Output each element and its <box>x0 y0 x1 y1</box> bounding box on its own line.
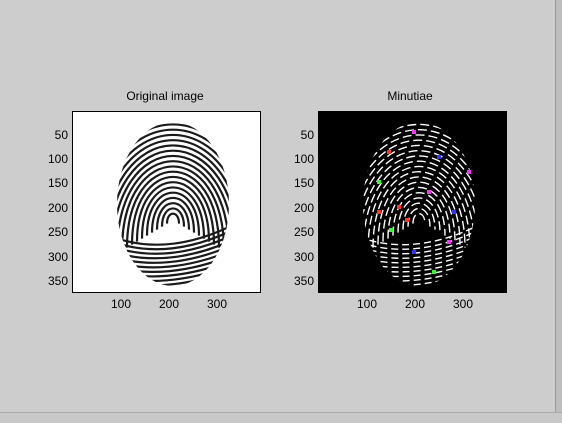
ytick-label: 50 <box>300 128 314 142</box>
ytick-label: 100 <box>293 152 314 166</box>
ytick-label: 150 <box>47 176 68 190</box>
ridge-line <box>117 224 229 246</box>
ytick-label: 300 <box>293 250 314 264</box>
ridge-line <box>155 202 191 230</box>
original-image-axes: Original image 50 100 150 200 250 300 35… <box>0 0 280 330</box>
xtick-label: 300 <box>452 297 474 311</box>
ridge-line <box>363 279 475 286</box>
minutiae-axes: Minutiae 50 100 150 200 250 300 350 100 … <box>280 0 556 330</box>
minutia-marker <box>432 270 436 274</box>
minutia-marker <box>412 130 416 134</box>
ridge-line <box>363 144 475 263</box>
xtick-label: 200 <box>404 297 426 311</box>
ridge-line <box>407 207 431 227</box>
ridge-line <box>363 259 475 278</box>
ridge-line <box>117 229 229 251</box>
ridge-line <box>397 197 441 233</box>
minutia-marker <box>452 210 456 214</box>
ridge-line <box>117 122 229 281</box>
ridge-line <box>117 144 229 263</box>
ridge-line <box>120 165 226 251</box>
ridge-line <box>392 192 446 236</box>
ridge-line <box>363 122 475 284</box>
ridge-line <box>117 123 229 275</box>
ytick-label: 200 <box>47 201 68 215</box>
ridge-line <box>363 122 475 286</box>
xtick-label: 100 <box>356 297 378 311</box>
ridge-line <box>363 229 475 250</box>
ridge-line <box>363 264 475 282</box>
ridge-line <box>412 213 426 224</box>
window-bottom-strip <box>0 412 562 423</box>
ridge-line <box>387 186 451 239</box>
xtick-label: 200 <box>158 297 180 311</box>
minutia-marker <box>447 240 451 244</box>
ridge-line <box>117 149 229 260</box>
ytick-label: 200 <box>293 201 314 215</box>
minutia-marker <box>437 155 441 159</box>
minutia-marker <box>467 170 471 174</box>
window-scrollbar[interactable] <box>555 0 562 423</box>
ridge-line <box>145 191 201 236</box>
minutia-marker <box>387 150 391 154</box>
ytick-label: 350 <box>47 274 68 288</box>
ridge-line <box>367 165 471 251</box>
minutia-marker <box>377 180 381 184</box>
ytick-label: 250 <box>293 225 314 239</box>
xtick-label: 300 <box>206 297 228 311</box>
ridge-line <box>382 181 456 242</box>
ridge-line <box>130 176 216 245</box>
ridge-line <box>117 134 229 269</box>
ytick-label: 50 <box>54 128 68 142</box>
ridge-line <box>117 278 229 286</box>
minutia-marker <box>412 250 416 254</box>
ridge-line <box>363 134 475 269</box>
ridge-line <box>117 160 229 254</box>
minutiae-plot <box>318 111 507 293</box>
minutia-marker <box>397 205 401 209</box>
original-image-plot <box>72 111 261 293</box>
minutia-marker <box>427 190 431 194</box>
ridge-line <box>377 176 461 245</box>
xtick-label: 100 <box>110 297 132 311</box>
ridge-line <box>363 274 475 286</box>
ridge-line <box>135 181 211 242</box>
ridge-line <box>363 129 475 272</box>
ridge-line <box>402 202 436 230</box>
ridge-line <box>363 224 475 246</box>
minutia-marker <box>405 218 409 222</box>
minutiae-title: Minutiae <box>387 89 433 103</box>
ridge-line <box>363 160 475 254</box>
ridge-line <box>150 196 196 233</box>
original-image-title: Original image <box>126 89 204 103</box>
minutiae-image <box>363 122 475 286</box>
ridge-line <box>117 154 229 257</box>
ridge-line <box>165 212 181 224</box>
ridge-line <box>117 268 229 286</box>
minutia-marker <box>377 210 381 214</box>
ytick-label: 100 <box>47 152 68 166</box>
ridge-line <box>363 155 475 257</box>
ytick-label: 150 <box>293 176 314 190</box>
ridge-line <box>125 170 221 248</box>
ridge-line <box>363 269 475 286</box>
minutia-marker <box>389 228 393 232</box>
fingerprint-image <box>117 122 229 286</box>
ridge-line <box>363 123 475 275</box>
ytick-label: 300 <box>47 250 68 264</box>
ridge-line <box>363 139 475 266</box>
ridge-line <box>117 128 229 272</box>
ridge-line <box>117 263 229 283</box>
ridge-line <box>160 207 186 227</box>
ridge-line <box>140 186 206 239</box>
ridge-line <box>363 122 475 281</box>
ridge-line <box>117 139 229 266</box>
ytick-label: 350 <box>293 274 314 288</box>
ytick-label: 250 <box>47 225 68 239</box>
ridge-line <box>117 273 229 286</box>
